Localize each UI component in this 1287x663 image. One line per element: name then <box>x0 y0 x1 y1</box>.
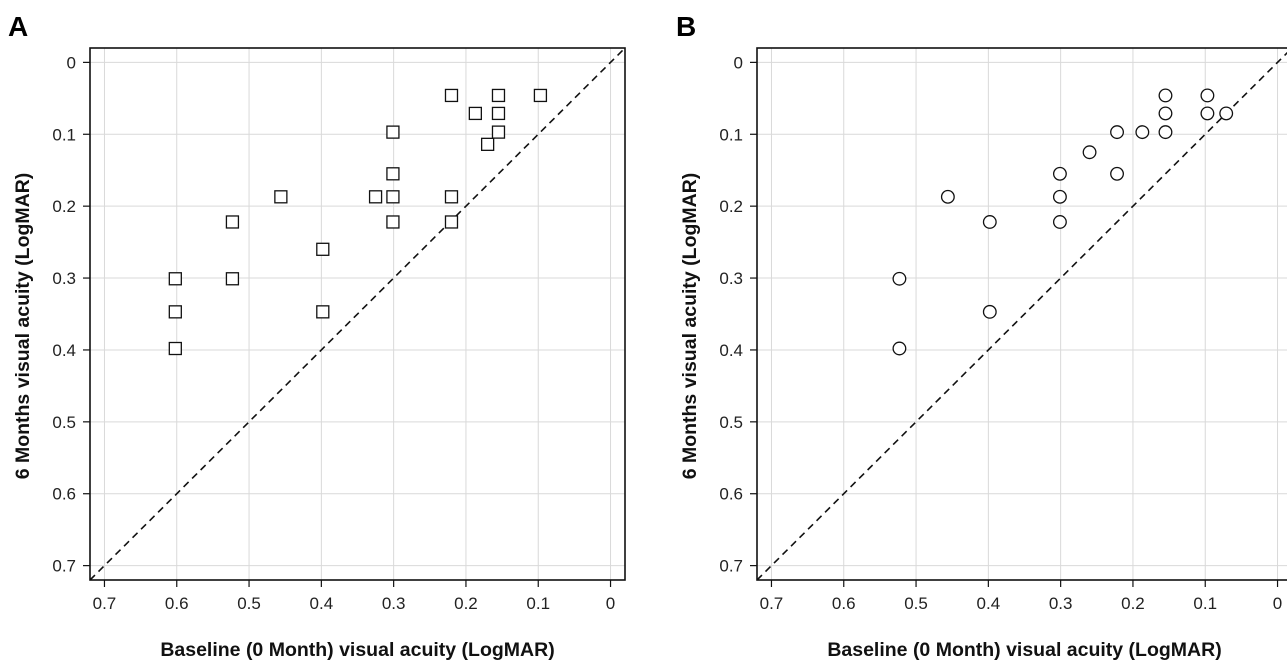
gridlines <box>757 48 1287 580</box>
data-point-circle <box>1200 106 1215 121</box>
y-tick-label: 0.3 <box>719 269 743 288</box>
x-tick-label: 0.2 <box>1121 594 1145 613</box>
y-tick-label: 0.1 <box>719 125 743 144</box>
panel-b: B 0.7 0.7 0.6 0.6 0.5 0.5 0.4 0.4 0.3 0.3 0.2 0.2 0.… <box>676 11 1287 661</box>
data-point-circle <box>940 189 955 204</box>
y-axis-title: 6 Months visual acuity (LogMAR) <box>12 173 34 480</box>
x-tick-label: 0.1 <box>1193 594 1217 613</box>
panel-letter: B <box>676 11 696 42</box>
x-axis-title: Baseline (0 Month) visual acuity (LogMAR… <box>827 639 1221 661</box>
data-point-circle <box>1158 88 1173 103</box>
data-point-circle <box>1110 166 1124 181</box>
plot-frame <box>89 47 626 581</box>
data-point-circle <box>1052 215 1067 229</box>
data-point-square <box>386 190 400 204</box>
plot-frame <box>756 47 1287 581</box>
x-tick-label: 0.6 <box>832 594 856 613</box>
data-point-circle <box>1110 125 1124 140</box>
y-tick-label: 0.3 <box>52 269 76 288</box>
y-tick-label: 0 <box>734 53 743 72</box>
y-tick-label: 0.6 <box>719 485 743 504</box>
x-tick-label: 0.1 <box>526 594 550 613</box>
data-point-square <box>368 190 383 204</box>
y-tick-label: 0.7 <box>52 557 76 576</box>
data-point-circle <box>982 215 997 229</box>
data-point-square <box>533 88 548 103</box>
x-tick-label: 0 <box>606 594 615 613</box>
data-point-square <box>444 215 459 229</box>
data-point-square <box>225 272 240 286</box>
data-point-square <box>468 106 482 121</box>
data-point-square <box>480 137 495 151</box>
x-tick-label: 0.7 <box>93 594 117 613</box>
data-point-circle <box>1158 106 1173 121</box>
panel-letter: A <box>8 11 28 42</box>
y-axis-title: 6 Months visual acuity (LogMAR) <box>679 173 701 480</box>
y-tick-label: 0.6 <box>52 485 76 504</box>
data-point-square <box>168 341 182 356</box>
data-point-square <box>444 190 459 204</box>
data-point-circle <box>1200 88 1215 103</box>
gridlines <box>90 48 625 580</box>
data-point-square <box>491 88 506 103</box>
data-point-square <box>168 272 182 286</box>
data-point-square <box>386 215 400 229</box>
x-tick-label: 0 <box>1273 594 1282 613</box>
data-point-square <box>491 125 506 139</box>
x-tick-label: 0.4 <box>310 594 334 613</box>
x-tick-label: 0.5 <box>237 594 261 613</box>
x-tick-label: 0.6 <box>165 594 189 613</box>
data-point-circle <box>1082 145 1097 160</box>
data-point-square <box>491 106 506 121</box>
y-tick-label: 0.5 <box>52 413 76 432</box>
y-tick-label: 0.2 <box>719 197 743 216</box>
data-point-square <box>274 190 288 204</box>
x-tick-label: 0.4 <box>977 594 1001 613</box>
data-point-square <box>225 215 240 229</box>
y-tick-label: 0.1 <box>52 125 76 144</box>
data-point-circle <box>1135 125 1150 140</box>
panel-a: A 0.7 0.7 0.6 0.6 0.5 0.5 0.4 0.4 0.3 0.3 0.2 0.2 0.… <box>8 11 626 661</box>
data-point-square <box>386 167 400 181</box>
x-tick-label: 0.2 <box>454 594 478 613</box>
identity-line <box>756 51 1287 581</box>
y-tick-label: 0.2 <box>52 197 76 216</box>
data-point-circle <box>1158 125 1173 140</box>
x-tick-label: 0.7 <box>760 594 784 613</box>
data-point-square <box>168 305 182 319</box>
data-point-circle <box>892 271 907 286</box>
data-points <box>892 88 1234 356</box>
identity-line <box>89 47 626 581</box>
x-tick-label: 0.3 <box>382 594 406 613</box>
data-point-circle <box>1219 106 1234 121</box>
data-point-circle <box>892 341 907 356</box>
x-tick-label: 0.3 <box>1049 594 1073 613</box>
data-points <box>168 88 548 356</box>
data-point-square <box>316 305 330 319</box>
y-tick-label: 0.4 <box>52 341 76 360</box>
y-tick-label: 0.4 <box>719 341 743 360</box>
y-tick-label: 0.7 <box>719 557 743 576</box>
data-point-circle <box>1052 189 1067 204</box>
x-axis-title: Baseline (0 Month) visual acuity (LogMAR… <box>160 639 554 661</box>
x-tick-label: 0.5 <box>904 594 928 613</box>
data-point-square <box>316 242 330 256</box>
y-tick-label: 0.5 <box>719 413 743 432</box>
data-point-circle <box>982 304 997 319</box>
data-point-square <box>386 125 400 139</box>
y-tick-label: 0 <box>67 53 76 72</box>
data-point-circle <box>1052 166 1067 181</box>
data-point-square <box>444 88 459 103</box>
